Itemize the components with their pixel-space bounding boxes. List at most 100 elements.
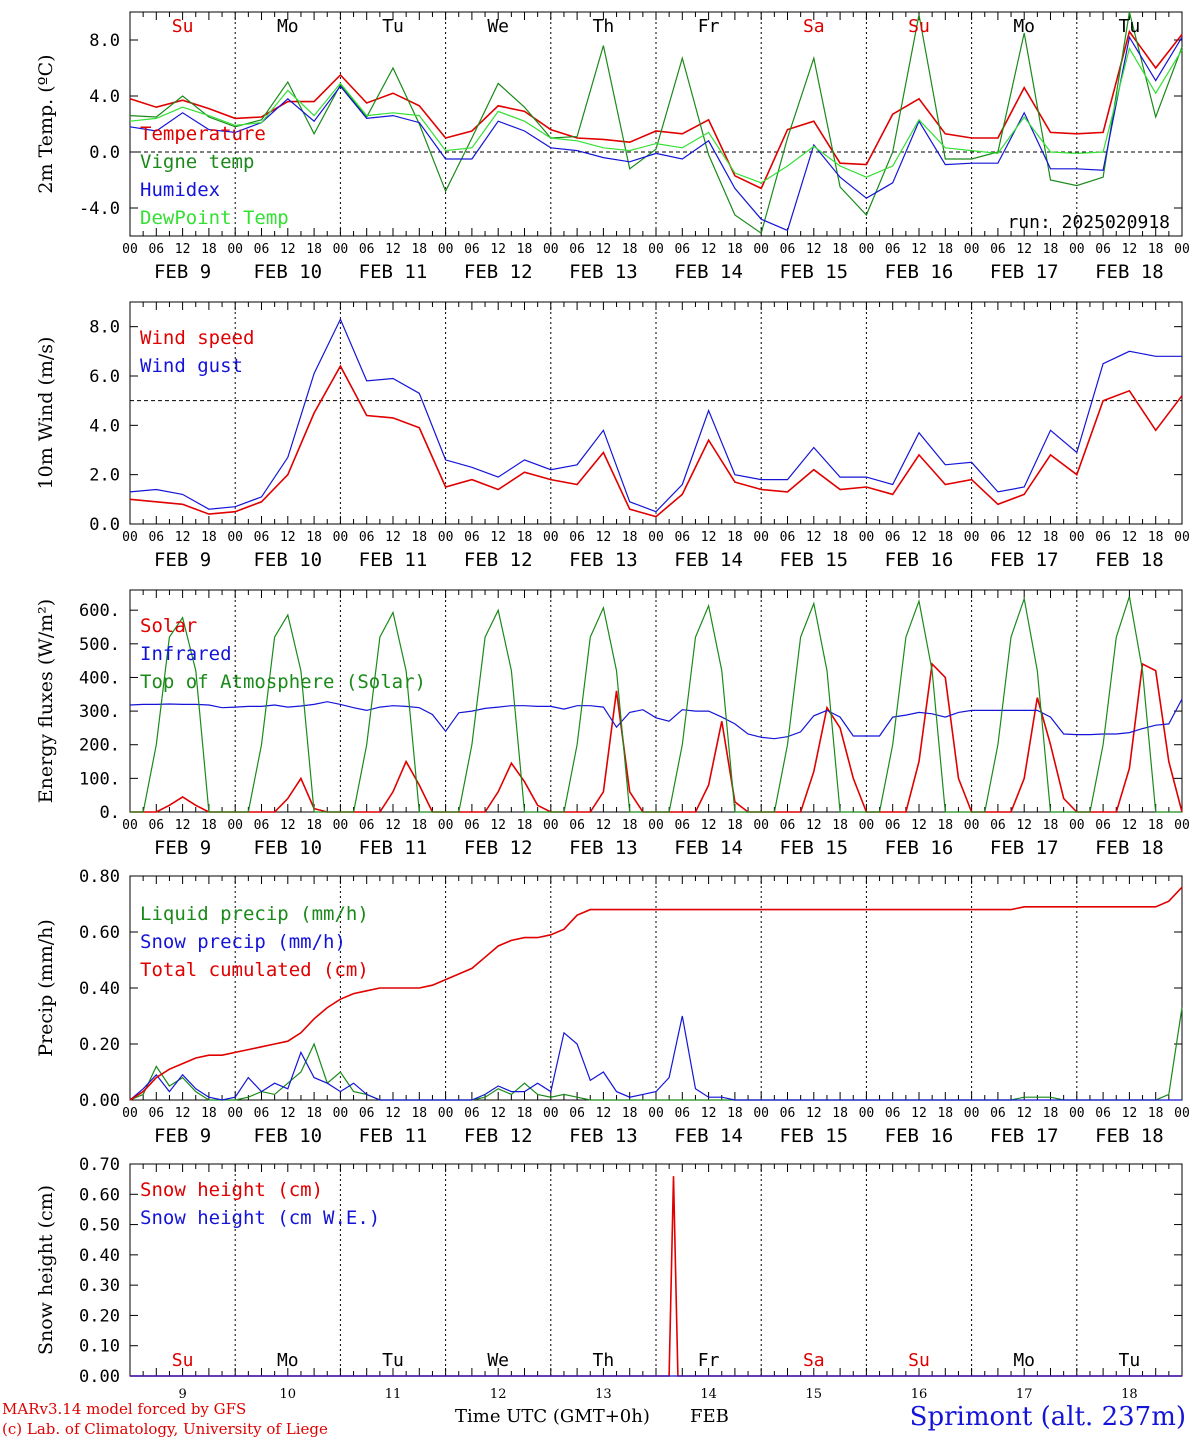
hour-tick-label: 00	[122, 818, 138, 833]
date-label: FEB 11	[359, 261, 428, 283]
hour-tick-label: 18	[517, 1106, 533, 1121]
date-label: FEB 10	[253, 837, 322, 859]
hour-tick-label: 00	[333, 1106, 349, 1121]
date-label: FEB 17	[990, 261, 1059, 283]
hour-tick-label: 12	[280, 530, 296, 545]
hour-tick-label: 06	[780, 818, 796, 833]
series-line-top-of-atmosphere-solar-	[130, 596, 1182, 813]
hour-tick-label: 00	[753, 818, 769, 833]
hour-tick-label: 12	[701, 1106, 717, 1121]
hour-tick-label: 00	[438, 242, 454, 257]
hour-tick-label: 06	[990, 242, 1006, 257]
y-tick-label: 500.	[79, 635, 120, 655]
hour-tick-label: 00	[648, 818, 664, 833]
hour-tick-label: 18	[306, 818, 322, 833]
y-axis-title: 10m Wind (m/s)	[35, 337, 57, 490]
y-tick-label: 8.0	[89, 31, 120, 51]
date-label: FEB 12	[464, 261, 533, 283]
hour-tick-label: 06	[148, 530, 164, 545]
hour-tick-label: 06	[1095, 1106, 1111, 1121]
hour-tick-label: 18	[727, 818, 743, 833]
y-tick-label: 0.80	[79, 867, 120, 887]
day-code: Su	[172, 1350, 194, 1371]
hour-tick-label: 18	[201, 530, 217, 545]
legend-label: Total cumulated (cm)	[140, 959, 369, 981]
hour-tick-label: 06	[359, 242, 375, 257]
hour-tick-label: 12	[280, 818, 296, 833]
date-label: FEB 13	[569, 1125, 638, 1147]
hour-tick-label: 00	[1174, 242, 1190, 257]
day-code: Tu	[1119, 16, 1141, 37]
hour-tick-label: 06	[148, 818, 164, 833]
y-axis-title: 2m Temp. (ºC)	[35, 54, 57, 193]
hour-tick-label: 06	[569, 242, 585, 257]
y-tick-label: 0.	[100, 803, 120, 823]
hour-tick-label: 00	[859, 530, 875, 545]
hour-tick-label: 18	[411, 1106, 427, 1121]
hour-tick-label: 00	[227, 1106, 243, 1121]
date-label: FEB 9	[154, 837, 211, 859]
y-tick-label: 4.0	[89, 416, 120, 436]
hour-tick-label: 12	[1016, 1106, 1032, 1121]
date-label: FEB 14	[674, 549, 743, 571]
x-axis-month: FEB	[690, 1406, 729, 1427]
date-label: FEB 12	[464, 549, 533, 571]
hour-tick-label: 00	[227, 242, 243, 257]
hour-tick-label: 06	[1095, 818, 1111, 833]
hour-tick-label: 18	[306, 242, 322, 257]
series-line-dewpoint-temp	[129, 46, 1183, 184]
hour-tick-label: 06	[464, 530, 480, 545]
day-code: Tu	[382, 1350, 404, 1371]
hour-tick-label: 18	[411, 242, 427, 257]
y-tick-label: 0.40	[79, 979, 120, 999]
hour-tick-label: 00	[859, 1106, 875, 1121]
day-code: Su	[908, 1350, 930, 1371]
hour-tick-label: 06	[359, 1106, 375, 1121]
hour-tick-label: 12	[490, 242, 506, 257]
y-tick-label: 0.00	[79, 1367, 120, 1387]
hour-tick-label: 18	[937, 530, 953, 545]
series-line-temperature	[129, 29, 1183, 190]
hour-tick-label: 00	[333, 530, 349, 545]
hour-tick-label: 18	[622, 530, 638, 545]
hour-tick-label: 12	[385, 1106, 401, 1121]
hour-tick-label: 00	[753, 1106, 769, 1121]
hour-tick-label: 06	[990, 530, 1006, 545]
hour-tick-label: 06	[569, 818, 585, 833]
day-code: Fr	[698, 16, 720, 37]
hour-tick-label: 00	[648, 530, 664, 545]
hour-tick-label: 18	[306, 1106, 322, 1121]
day-code: Fr	[698, 1350, 720, 1371]
day-number: 13	[595, 1387, 612, 1402]
panel-4	[129, 875, 1183, 1101]
day-code: Th	[593, 16, 615, 37]
hour-tick-label: 00	[648, 242, 664, 257]
legend-label: Liquid precip (mm/h)	[140, 903, 369, 925]
hour-tick-label: 12	[911, 242, 927, 257]
hour-tick-label: 00	[964, 818, 980, 833]
day-code: We	[487, 1350, 509, 1371]
hour-tick-label: 06	[254, 242, 270, 257]
panel-1	[129, 11, 1183, 237]
y-tick-label: 0.40	[79, 1246, 120, 1266]
series-line-wind-gust	[129, 317, 1182, 513]
day-number: 10	[280, 1387, 297, 1402]
hour-tick-label: 18	[1148, 242, 1164, 257]
model-credit: MARv3.14 model forced by GFS	[2, 1400, 247, 1418]
y-tick-label: 0.0	[89, 515, 120, 535]
hour-tick-label: 00	[964, 1106, 980, 1121]
date-label: FEB 13	[569, 261, 638, 283]
day-code: Tu	[1119, 1350, 1141, 1371]
hour-tick-label: 06	[780, 1106, 796, 1121]
hour-tick-label: 18	[1148, 1106, 1164, 1121]
legend-label: Humidex	[140, 179, 220, 201]
y-tick-label: 0.60	[79, 923, 120, 943]
hour-tick-label: 00	[438, 1106, 454, 1121]
date-label: FEB 18	[1095, 1125, 1164, 1147]
date-label: FEB 15	[779, 1125, 848, 1147]
day-code: Mo	[1013, 16, 1035, 37]
hour-tick-label: 00	[859, 242, 875, 257]
y-tick-label: 0.70	[79, 1155, 120, 1175]
hour-tick-label: 12	[1122, 242, 1138, 257]
date-label: FEB 16	[885, 261, 954, 283]
